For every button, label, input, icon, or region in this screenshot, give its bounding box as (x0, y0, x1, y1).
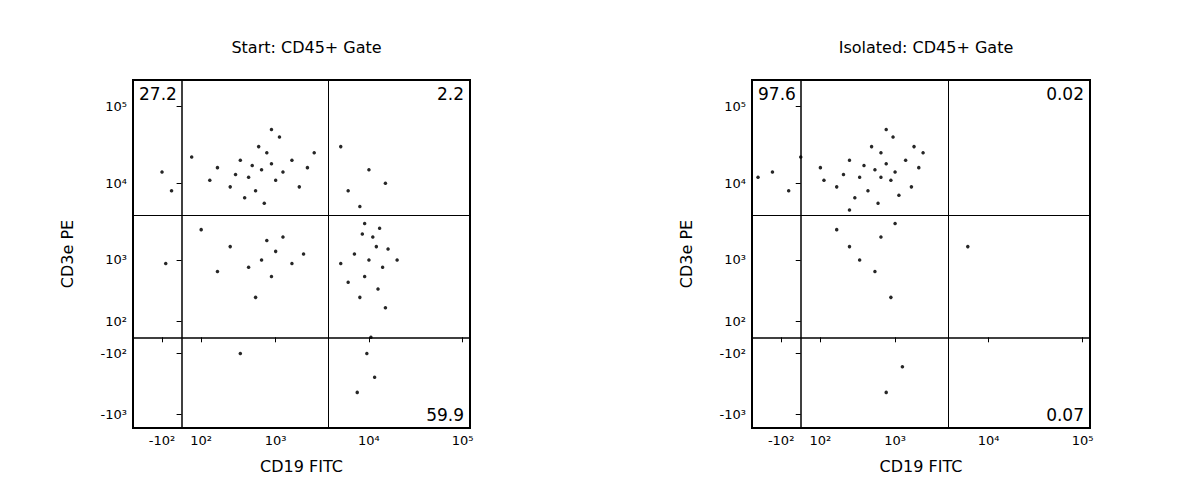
svg-text:CD19 FITC: CD19 FITC (260, 457, 343, 476)
svg-text:10⁵: 10⁵ (105, 99, 127, 114)
svg-text:10⁴: 10⁴ (978, 433, 1000, 448)
svg-text:10²: 10² (105, 314, 127, 329)
svg-text:10⁵: 10⁵ (724, 99, 746, 114)
svg-text:-10²: -10² (101, 346, 127, 361)
svg-text:-10²: -10² (720, 346, 746, 361)
svg-text:10⁴: 10⁴ (105, 176, 127, 191)
svg-text:-10²: -10² (149, 433, 175, 448)
svg-text:10³: 10³ (265, 433, 287, 448)
svg-text:-10²: -10² (768, 433, 794, 448)
svg-text:10⁴: 10⁴ (358, 433, 380, 448)
svg-text:10⁵: 10⁵ (1072, 433, 1094, 448)
svg-text:10²: 10² (190, 433, 212, 448)
svg-text:10⁴: 10⁴ (724, 176, 746, 191)
svg-text:59.9: 59.9 (426, 405, 464, 425)
svg-text:0.07: 0.07 (1046, 405, 1084, 425)
svg-text:Start: CD45+ Gate: Start: CD45+ Gate (231, 38, 381, 57)
svg-text:10²: 10² (724, 314, 746, 329)
svg-text:CD3e PE: CD3e PE (58, 220, 77, 288)
svg-text:10³: 10³ (884, 433, 906, 448)
svg-text:10³: 10³ (105, 252, 127, 267)
svg-text:0.02: 0.02 (1046, 84, 1084, 104)
svg-text:-10³: -10³ (101, 407, 127, 422)
svg-text:Isolated: CD45+ Gate: Isolated: CD45+ Gate (839, 38, 1014, 57)
svg-text:2.2: 2.2 (437, 84, 464, 104)
svg-text:10³: 10³ (724, 252, 746, 267)
svg-text:CD19 FITC: CD19 FITC (880, 457, 963, 476)
svg-text:10²: 10² (809, 433, 831, 448)
svg-text:97.6: 97.6 (758, 84, 796, 104)
svg-text:27.2: 27.2 (139, 84, 177, 104)
svg-text:10⁵: 10⁵ (452, 433, 474, 448)
svg-text:-10³: -10³ (720, 407, 746, 422)
svg-text:CD3e PE: CD3e PE (677, 220, 696, 288)
